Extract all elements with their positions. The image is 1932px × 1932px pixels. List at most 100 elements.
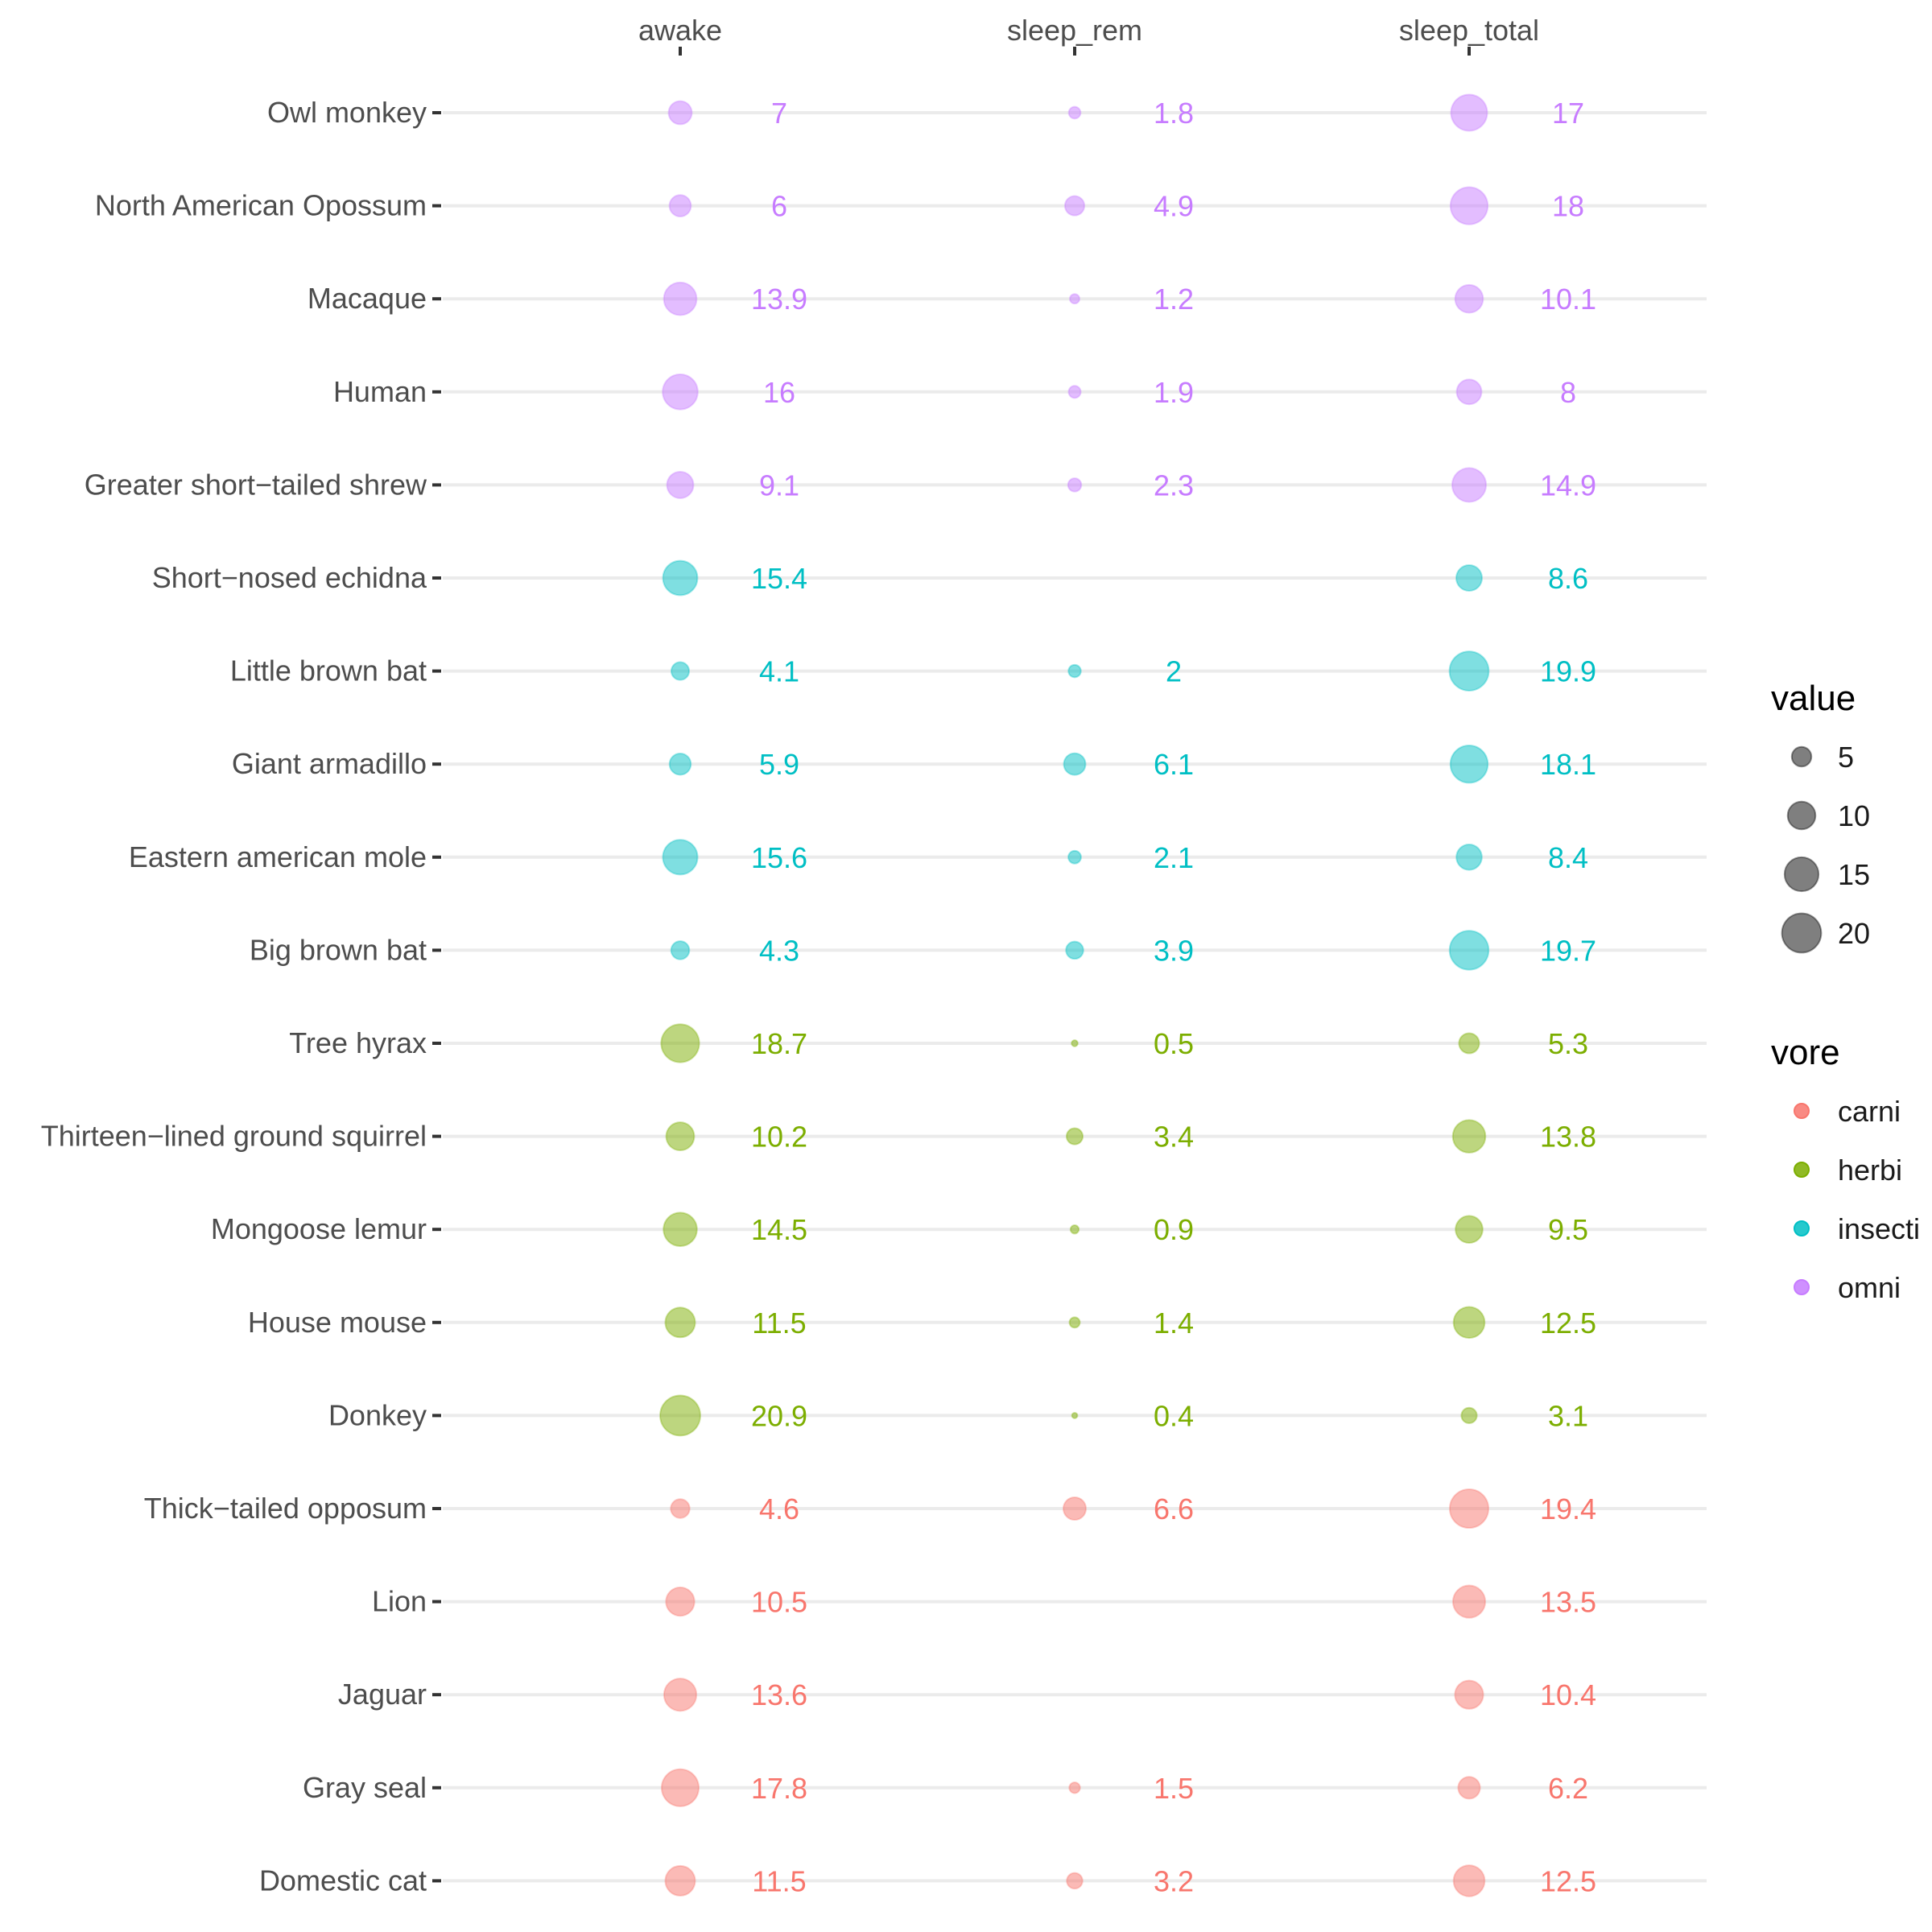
value-label: 2.1 — [1154, 841, 1194, 874]
data-point — [664, 1307, 696, 1339]
row-label: Thirteen−lined ground squirrel — [41, 1120, 427, 1153]
data-point — [1451, 1119, 1487, 1154]
data-point — [1067, 849, 1082, 865]
value-label: 4.9 — [1154, 190, 1194, 223]
value-label: 19.9 — [1540, 655, 1596, 688]
value-label: 18.7 — [751, 1027, 807, 1060]
data-point — [1458, 1032, 1480, 1055]
column-label-sleep_total: sleep_total — [1399, 14, 1539, 47]
value-label: 8.4 — [1548, 841, 1588, 874]
value-label: 20.9 — [751, 1399, 807, 1432]
value-label: 3.2 — [1154, 1864, 1194, 1897]
row-label: House mouse — [248, 1306, 427, 1339]
value-label: 6.6 — [1154, 1492, 1194, 1525]
legend-color-label: omni — [1838, 1271, 1901, 1304]
data-point — [1451, 1584, 1487, 1619]
column-label-awake: awake — [638, 14, 722, 47]
legend-color-key-herbi — [1794, 1162, 1810, 1178]
value-label: 4.3 — [759, 934, 799, 967]
data-point — [665, 1586, 696, 1617]
row-label: Lion — [372, 1585, 427, 1618]
value-label: 4.6 — [759, 1492, 799, 1525]
value-label: 12.5 — [1540, 1864, 1596, 1897]
legend-color-label: carni — [1838, 1095, 1901, 1128]
value-label: 1.4 — [1154, 1307, 1194, 1340]
value-label: 14.9 — [1540, 469, 1596, 502]
value-label: 6.2 — [1548, 1772, 1588, 1805]
data-point — [1066, 1872, 1084, 1890]
data-point — [1068, 1781, 1081, 1794]
data-point — [1067, 385, 1082, 399]
data-point — [663, 1678, 698, 1712]
value-label: 13.6 — [751, 1678, 807, 1711]
data-point — [668, 752, 692, 776]
value-label: 9.1 — [759, 469, 799, 502]
value-label: 1.9 — [1154, 376, 1194, 409]
value-label: 8 — [1560, 376, 1576, 409]
row-label: Jaguar — [338, 1678, 427, 1711]
value-label: 10.5 — [751, 1586, 807, 1619]
data-point — [666, 470, 695, 499]
value-label: 0.9 — [1154, 1213, 1194, 1246]
data-point — [668, 194, 692, 217]
value-label: 3.4 — [1154, 1121, 1194, 1154]
data-point — [663, 1212, 698, 1247]
data-point — [1451, 467, 1488, 503]
data-points — [659, 93, 1490, 1897]
row-label: Giant armadillo — [232, 747, 427, 780]
value-label: 1.8 — [1154, 97, 1194, 130]
value-label: 2.3 — [1154, 469, 1194, 502]
y-axis: Owl monkey North American Opossum Macaque H… — [41, 96, 441, 1897]
row-label: Short−nosed echidna — [152, 561, 427, 594]
value-label: 0.4 — [1154, 1399, 1194, 1432]
value-label: 4.1 — [759, 655, 799, 688]
legend-size-key — [1786, 800, 1817, 831]
legend-color-label: insecti — [1838, 1212, 1920, 1245]
data-point — [1452, 1864, 1486, 1897]
data-point — [1065, 940, 1084, 960]
data-point — [660, 1768, 700, 1807]
row-label: Greater short−tailed shrew — [85, 468, 427, 501]
data-point — [1067, 477, 1083, 493]
data-point — [662, 839, 699, 876]
row-label: Little brown bat — [230, 654, 427, 687]
data-point — [1455, 1215, 1484, 1245]
column-label-sleep_rem: sleep_rem — [1007, 14, 1142, 47]
data-point — [1063, 752, 1087, 776]
legend-size-key — [1783, 856, 1820, 893]
value-label: 11.5 — [752, 1307, 806, 1340]
data-point — [662, 559, 699, 597]
value-label: 16 — [763, 376, 795, 409]
value-label: 1.2 — [1154, 283, 1194, 316]
row-label: Big brown bat — [250, 933, 427, 966]
value-label: 15.4 — [751, 562, 807, 595]
data-point — [1069, 1224, 1080, 1235]
value-label: 7 — [771, 97, 787, 130]
data-point — [1455, 564, 1483, 592]
value-label: 6 — [771, 190, 787, 223]
data-point — [664, 1864, 696, 1897]
value-label: 5.9 — [759, 748, 799, 781]
value-label: 0.5 — [1154, 1027, 1194, 1060]
legend-color-label: herbi — [1838, 1154, 1902, 1187]
row-label: Macaque — [308, 282, 427, 315]
data-point — [1455, 843, 1483, 871]
data-point — [1448, 930, 1490, 971]
gridlines — [443, 111, 1707, 1883]
value-label: 10.4 — [1540, 1678, 1596, 1711]
row-label: Human — [333, 375, 427, 408]
value-label: 13.8 — [1540, 1121, 1596, 1154]
legend-size-label: 5 — [1838, 741, 1854, 774]
data-point — [1449, 744, 1489, 784]
data-point — [1452, 1306, 1486, 1340]
data-point — [665, 1121, 696, 1152]
data-point — [1071, 1411, 1079, 1419]
value-label: 14.5 — [751, 1213, 807, 1246]
data-point — [1454, 283, 1484, 314]
data-point — [662, 373, 699, 411]
value-label: 17.8 — [751, 1772, 807, 1805]
data-point — [670, 940, 691, 960]
legend-color-title: vore — [1771, 1033, 1840, 1072]
value-label: 15.6 — [751, 841, 807, 874]
data-point — [1062, 1496, 1088, 1521]
